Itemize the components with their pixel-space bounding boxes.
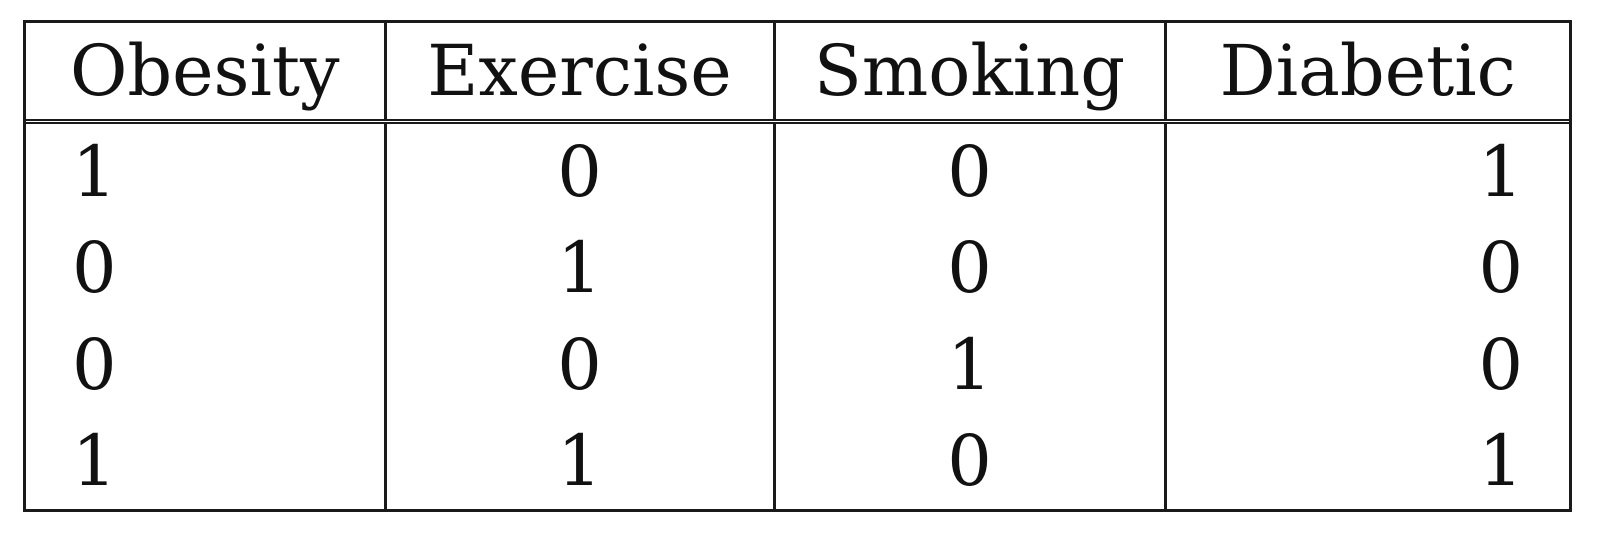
cell-diabetic: 0	[1163, 316, 1569, 413]
cell-smoking: 0	[772, 220, 1165, 317]
cell-obesity: 0	[72, 323, 117, 406]
header-smoking: Smoking	[772, 23, 1165, 124]
table-row: 1 0 0 1	[26, 121, 1569, 221]
table-row: 0 1 0 0	[26, 220, 1569, 317]
cell-diabetic: 1	[1163, 412, 1569, 509]
table-row: 0 0 1 0	[26, 316, 1569, 413]
cell-exercise: 1	[383, 220, 774, 317]
header-exercise: Exercise	[383, 23, 774, 124]
cell-exercise: 1	[383, 412, 774, 509]
cell-diabetic: 0	[1163, 220, 1569, 317]
data-table: Obesity Exercise Smoking Diabetic 1 0 0 …	[26, 23, 1569, 509]
data-table-frame: Obesity Exercise Smoking Diabetic 1 0 0 …	[23, 20, 1572, 512]
cell-obesity: 1	[72, 419, 117, 502]
cell-smoking: 1	[772, 316, 1165, 413]
header-diabetic: Diabetic	[1163, 23, 1569, 124]
header-obesity: Obesity	[26, 23, 385, 124]
cell-smoking: 0	[772, 121, 1165, 221]
cell-exercise: 0	[383, 316, 774, 413]
cell-exercise: 0	[383, 121, 774, 221]
table-row: 1 1 0 1	[26, 412, 1569, 509]
header-row: Obesity Exercise Smoking Diabetic	[26, 23, 1569, 124]
cell-smoking: 0	[772, 412, 1165, 509]
cell-diabetic: 1	[1163, 121, 1569, 221]
cell-obesity: 0	[72, 227, 117, 310]
cell-obesity: 1	[72, 131, 117, 214]
